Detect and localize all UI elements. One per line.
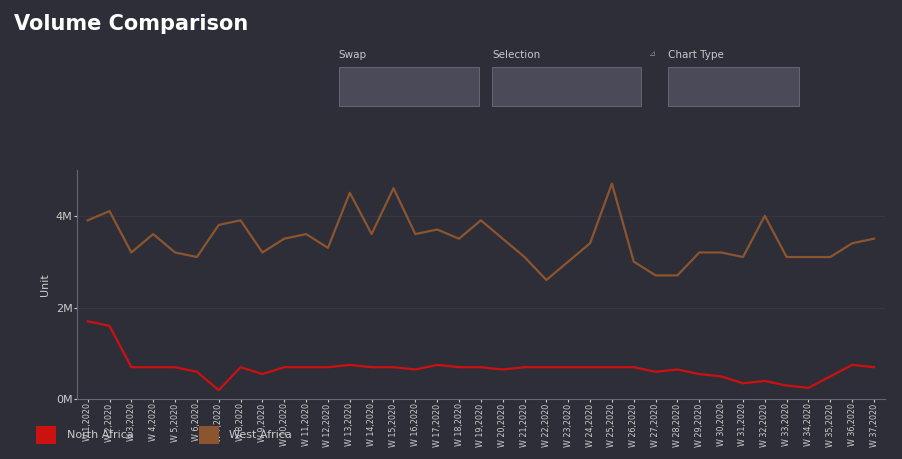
Text: Chart Type: Chart Type: [667, 50, 723, 60]
Text: ▾: ▾: [627, 81, 632, 91]
Text: Start Region: Start Region: [345, 81, 410, 91]
Text: Line Chart: Line Chart: [675, 81, 729, 91]
Text: ⊿: ⊿: [648, 49, 655, 58]
Text: ▾: ▾: [785, 81, 790, 91]
Text: ▾: ▾: [465, 81, 470, 91]
Y-axis label: Unit: Unit: [41, 273, 51, 296]
Text: North Africa: North Africa: [67, 430, 133, 440]
Text: Swap: Swap: [338, 50, 366, 60]
Text: Volume Comparison: Volume Comparison: [14, 14, 247, 34]
Text: (Multiple values): (Multiple values): [499, 81, 585, 91]
Text: Selection: Selection: [492, 50, 539, 60]
Text: West Africa: West Africa: [229, 430, 292, 440]
